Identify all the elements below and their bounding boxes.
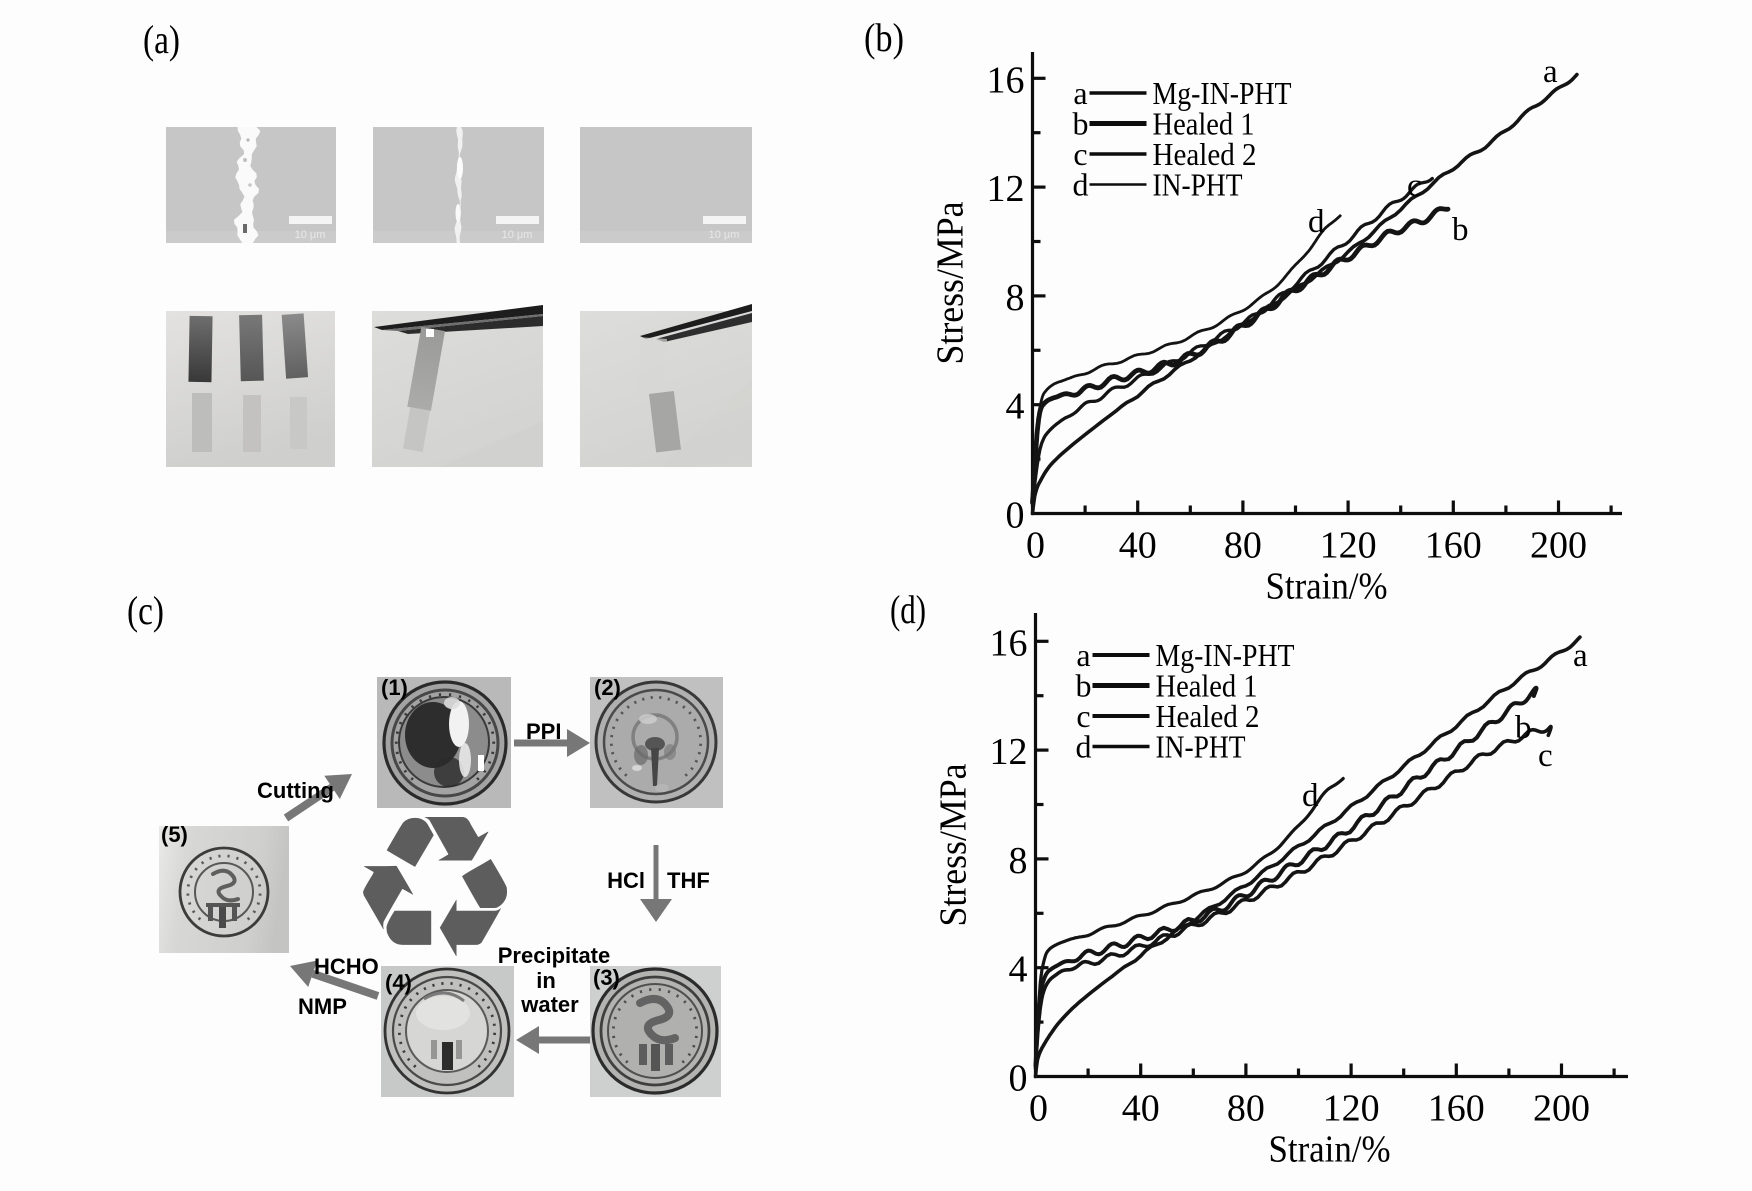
svg-text:(a): (a) (143, 17, 180, 62)
svg-text:Healed 1: Healed 1 (1156, 668, 1258, 704)
svg-text:(1): (1) (381, 675, 408, 700)
svg-text:Stress/MPa: Stress/MPa (930, 201, 972, 364)
svg-text:(4): (4) (385, 970, 412, 995)
svg-text:NMP: NMP (298, 994, 347, 1019)
svg-text:b: b (1515, 710, 1532, 746)
svg-text:0: 0 (1006, 495, 1025, 537)
svg-text:10 μm: 10 μm (502, 229, 533, 241)
svg-text:Stress/MPa: Stress/MPa (933, 763, 975, 926)
svg-text:a: a (1543, 54, 1558, 90)
svg-text:c: c (1076, 698, 1090, 734)
svg-text:4: 4 (1009, 949, 1028, 991)
svg-text:16: 16 (990, 622, 1028, 664)
svg-text:d: d (1302, 778, 1319, 814)
svg-text:Healed 2: Healed 2 (1156, 698, 1260, 734)
svg-text:(b): (b) (864, 15, 904, 60)
svg-text:200: 200 (1533, 1088, 1590, 1130)
svg-text:8: 8 (1006, 277, 1025, 319)
svg-text:b: b (1073, 106, 1089, 142)
svg-text:40: 40 (1119, 525, 1157, 567)
svg-text:Precipitate: Precipitate (498, 943, 611, 968)
svg-text:10 μm: 10 μm (295, 229, 326, 241)
svg-text:Healed 1: Healed 1 (1153, 106, 1255, 142)
svg-text:a: a (1073, 75, 1087, 111)
svg-text:80: 80 (1227, 1088, 1265, 1130)
svg-text:0: 0 (1009, 1058, 1028, 1100)
svg-text:200: 200 (1530, 525, 1587, 567)
svg-text:THF: THF (667, 868, 710, 893)
svg-text:c: c (1073, 136, 1087, 172)
svg-text:water: water (520, 992, 579, 1017)
svg-text:b: b (1452, 212, 1469, 248)
svg-text:80: 80 (1224, 525, 1262, 567)
svg-text:d: d (1308, 204, 1325, 240)
svg-text:0: 0 (1029, 1088, 1048, 1130)
svg-text:b: b (1076, 668, 1092, 704)
svg-text:(2): (2) (594, 675, 621, 700)
svg-text:12: 12 (987, 168, 1025, 210)
svg-text:IN-PHT: IN-PHT (1156, 729, 1246, 765)
svg-text:(c): (c) (127, 588, 164, 633)
svg-text:PPI: PPI (526, 719, 561, 744)
svg-text:in: in (536, 968, 556, 993)
svg-text:HCl: HCl (607, 868, 645, 893)
svg-text:0: 0 (1026, 525, 1045, 567)
svg-text:c: c (1538, 738, 1553, 774)
svg-text:120: 120 (1323, 1088, 1380, 1130)
svg-text:12: 12 (990, 731, 1028, 773)
svg-text:d: d (1073, 167, 1089, 203)
svg-text:a: a (1076, 637, 1090, 673)
svg-text:(3): (3) (593, 965, 620, 990)
svg-text:8: 8 (1009, 840, 1028, 882)
svg-text:Strain/%: Strain/% (1266, 566, 1388, 608)
svg-text:(d): (d) (890, 587, 926, 632)
svg-text:160: 160 (1425, 525, 1482, 567)
svg-text:Strain/%: Strain/% (1269, 1129, 1391, 1171)
svg-text:160: 160 (1428, 1088, 1485, 1130)
svg-text:Mg-IN-PHT: Mg-IN-PHT (1156, 637, 1295, 673)
svg-text:HCHO: HCHO (314, 954, 379, 979)
svg-text:c: c (1407, 168, 1422, 204)
svg-text:Mg-IN-PHT: Mg-IN-PHT (1153, 75, 1292, 111)
svg-text:16: 16 (987, 59, 1025, 101)
svg-text:4: 4 (1006, 386, 1025, 428)
svg-text:40: 40 (1122, 1088, 1160, 1130)
svg-text:Healed 2: Healed 2 (1153, 136, 1257, 172)
svg-text:a: a (1573, 638, 1588, 674)
svg-text:IN-PHT: IN-PHT (1153, 167, 1243, 203)
svg-text:d: d (1076, 729, 1092, 765)
svg-text:(5): (5) (161, 822, 188, 847)
svg-text:10 μm: 10 μm (709, 229, 740, 241)
svg-text:120: 120 (1320, 525, 1377, 567)
svg-text:Cutting: Cutting (257, 778, 334, 803)
